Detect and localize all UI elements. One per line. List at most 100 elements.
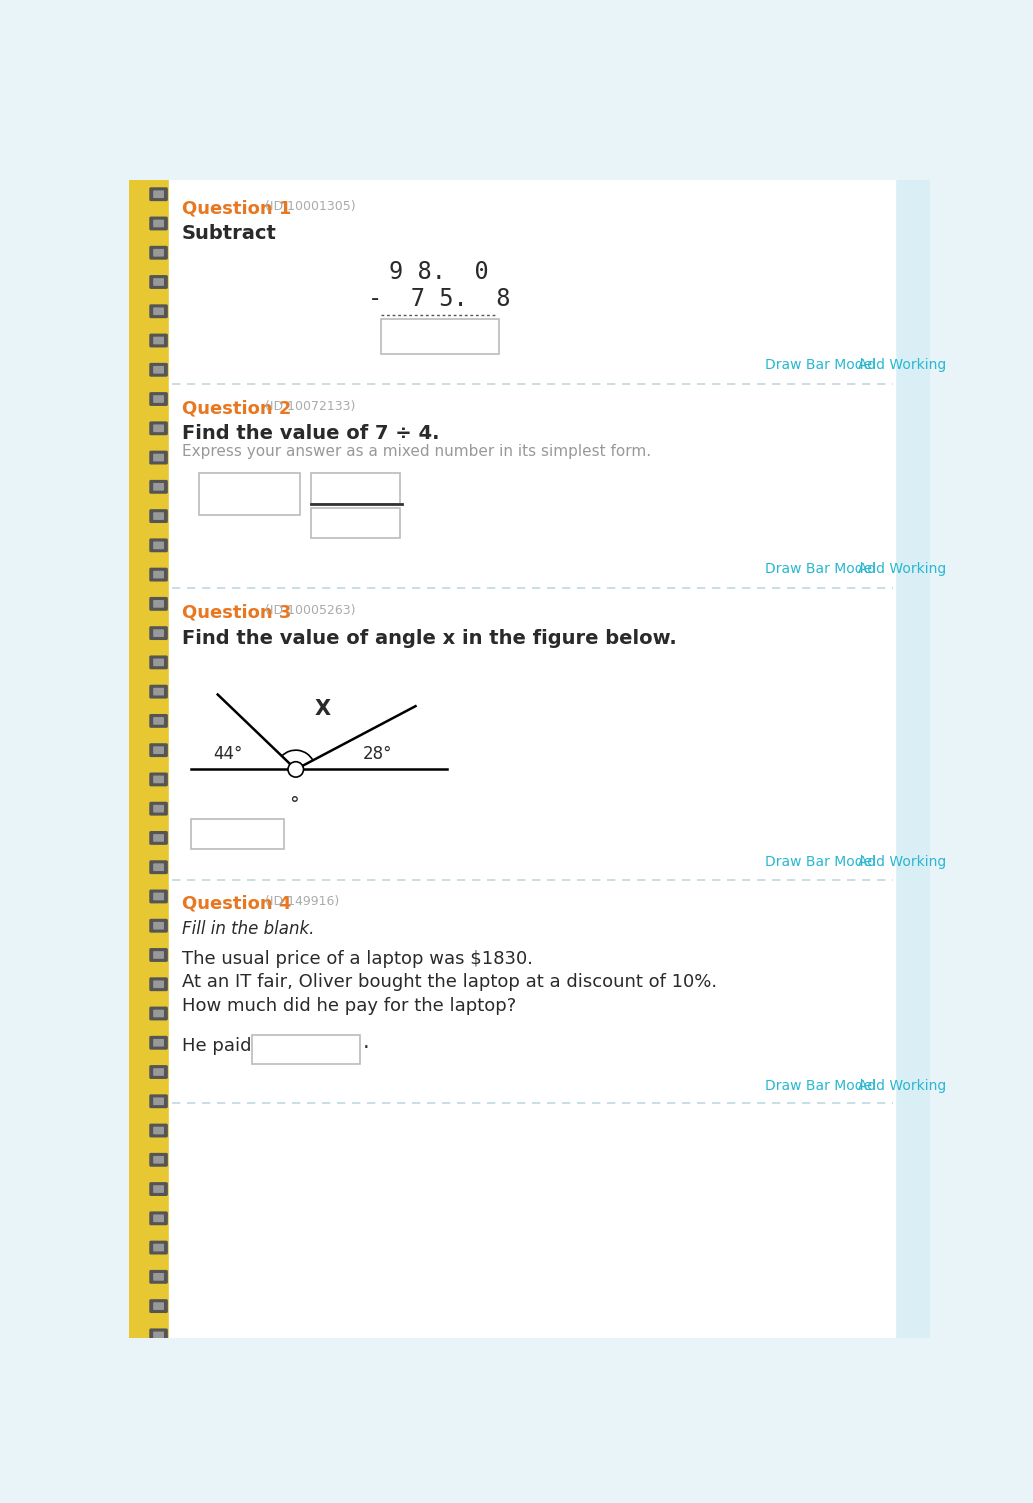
FancyBboxPatch shape: [150, 1066, 168, 1079]
FancyBboxPatch shape: [153, 395, 164, 403]
FancyBboxPatch shape: [153, 1010, 164, 1018]
FancyBboxPatch shape: [150, 597, 168, 610]
FancyBboxPatch shape: [153, 541, 164, 549]
FancyBboxPatch shape: [150, 246, 168, 260]
FancyBboxPatch shape: [153, 1273, 164, 1281]
FancyBboxPatch shape: [150, 1329, 168, 1342]
Text: Add Working: Add Working: [857, 562, 946, 576]
FancyBboxPatch shape: [150, 773, 168, 786]
FancyBboxPatch shape: [153, 921, 164, 929]
Text: Draw Bar Model: Draw Bar Model: [764, 855, 876, 869]
FancyBboxPatch shape: [150, 890, 168, 903]
FancyBboxPatch shape: [150, 421, 168, 436]
FancyBboxPatch shape: [150, 188, 168, 201]
FancyBboxPatch shape: [153, 804, 164, 813]
FancyBboxPatch shape: [150, 479, 168, 494]
Text: Question 2: Question 2: [182, 400, 291, 418]
FancyBboxPatch shape: [150, 655, 168, 669]
Text: (ID 149916): (ID 149916): [264, 894, 339, 908]
FancyBboxPatch shape: [153, 513, 164, 520]
FancyBboxPatch shape: [150, 304, 168, 319]
Text: °: °: [289, 795, 300, 815]
FancyBboxPatch shape: [153, 600, 164, 607]
FancyBboxPatch shape: [153, 863, 164, 872]
Text: 28°: 28°: [363, 745, 392, 764]
FancyBboxPatch shape: [153, 893, 164, 900]
FancyBboxPatch shape: [311, 508, 401, 538]
FancyBboxPatch shape: [150, 948, 168, 962]
Bar: [895, 180, 930, 1338]
FancyBboxPatch shape: [252, 1036, 361, 1064]
Text: Question 3: Question 3: [182, 604, 291, 622]
Text: Express your answer as a mixed number in its simplest form.: Express your answer as a mixed number in…: [182, 445, 651, 460]
FancyBboxPatch shape: [153, 951, 164, 959]
FancyBboxPatch shape: [150, 275, 168, 289]
Text: .: .: [364, 1033, 370, 1052]
Text: The usual price of a laptop was $1830.: The usual price of a laptop was $1830.: [182, 950, 533, 968]
FancyBboxPatch shape: [150, 860, 168, 875]
FancyBboxPatch shape: [153, 834, 164, 842]
Text: How much did he pay for the laptop?: How much did he pay for the laptop?: [182, 996, 516, 1015]
FancyBboxPatch shape: [153, 365, 164, 374]
FancyBboxPatch shape: [153, 980, 164, 987]
FancyBboxPatch shape: [150, 831, 168, 845]
FancyBboxPatch shape: [150, 451, 168, 464]
Text: He paid $: He paid $: [182, 1037, 269, 1055]
Text: Add Working: Add Working: [857, 855, 946, 869]
Text: Find the value of 7 ÷ 4.: Find the value of 7 ÷ 4.: [182, 424, 439, 443]
FancyBboxPatch shape: [153, 191, 164, 198]
Text: (ID 10005263): (ID 10005263): [264, 604, 355, 616]
FancyBboxPatch shape: [153, 278, 164, 286]
Text: Add Working: Add Working: [857, 358, 946, 373]
FancyBboxPatch shape: [153, 337, 164, 344]
FancyBboxPatch shape: [153, 1243, 164, 1252]
Text: Question 4: Question 4: [182, 894, 291, 912]
FancyBboxPatch shape: [150, 1240, 168, 1255]
Text: (ID 10072133): (ID 10072133): [264, 400, 355, 413]
FancyBboxPatch shape: [150, 1007, 168, 1021]
Text: Find the value of angle x in the figure below.: Find the value of angle x in the figure …: [182, 628, 677, 648]
Text: Draw Bar Model: Draw Bar Model: [764, 1079, 876, 1093]
FancyBboxPatch shape: [153, 249, 164, 257]
FancyBboxPatch shape: [153, 1186, 164, 1193]
FancyBboxPatch shape: [150, 538, 168, 552]
FancyBboxPatch shape: [150, 362, 168, 377]
FancyBboxPatch shape: [150, 392, 168, 406]
FancyBboxPatch shape: [153, 1039, 164, 1046]
FancyBboxPatch shape: [153, 454, 164, 461]
FancyBboxPatch shape: [153, 1127, 164, 1135]
FancyBboxPatch shape: [153, 1156, 164, 1163]
FancyBboxPatch shape: [153, 308, 164, 316]
FancyBboxPatch shape: [150, 510, 168, 523]
FancyBboxPatch shape: [150, 801, 168, 816]
Text: Fill in the blank.: Fill in the blank.: [182, 920, 314, 938]
FancyBboxPatch shape: [199, 473, 300, 516]
Text: -  7 5.  8: - 7 5. 8: [368, 287, 510, 311]
FancyBboxPatch shape: [150, 742, 168, 758]
FancyBboxPatch shape: [150, 1299, 168, 1314]
FancyBboxPatch shape: [150, 627, 168, 640]
Text: Subtract: Subtract: [182, 224, 277, 243]
FancyBboxPatch shape: [150, 1211, 168, 1225]
FancyBboxPatch shape: [191, 819, 284, 849]
FancyBboxPatch shape: [153, 1069, 164, 1076]
FancyBboxPatch shape: [153, 630, 164, 637]
Circle shape: [288, 762, 304, 777]
Text: At an IT fair, Oliver bought the laptop at a discount of 10%.: At an IT fair, Oliver bought the laptop …: [182, 974, 717, 992]
FancyBboxPatch shape: [150, 977, 168, 990]
FancyBboxPatch shape: [150, 1124, 168, 1138]
FancyBboxPatch shape: [153, 1302, 164, 1311]
FancyBboxPatch shape: [153, 717, 164, 724]
FancyBboxPatch shape: [150, 918, 168, 933]
FancyBboxPatch shape: [153, 747, 164, 755]
FancyBboxPatch shape: [153, 482, 164, 490]
Text: Question 1: Question 1: [182, 200, 291, 218]
Text: X: X: [315, 699, 331, 720]
FancyBboxPatch shape: [153, 424, 164, 433]
FancyBboxPatch shape: [150, 1183, 168, 1196]
FancyBboxPatch shape: [153, 776, 164, 783]
FancyBboxPatch shape: [150, 334, 168, 347]
FancyBboxPatch shape: [153, 1097, 164, 1105]
FancyBboxPatch shape: [150, 216, 168, 230]
FancyBboxPatch shape: [153, 1214, 164, 1222]
